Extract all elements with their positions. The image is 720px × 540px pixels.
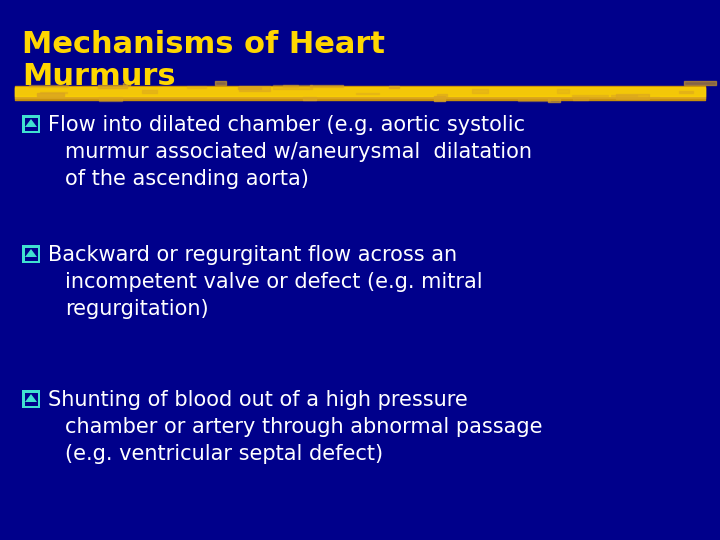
Text: murmur associated w/aneurysmal  dilatation: murmur associated w/aneurysmal dilatatio… <box>65 142 532 162</box>
Bar <box>24 247 37 260</box>
Text: Flow into dilated chamber (e.g. aortic systolic: Flow into dilated chamber (e.g. aortic s… <box>48 115 525 135</box>
Polygon shape <box>25 249 37 257</box>
Text: regurgitation): regurgitation) <box>65 299 209 319</box>
Text: chamber or artery through abnormal passage: chamber or artery through abnormal passa… <box>65 417 542 437</box>
Bar <box>22 390 40 408</box>
Text: of the ascending aorta): of the ascending aorta) <box>65 169 309 189</box>
Text: incompetent valve or defect (e.g. mitral: incompetent valve or defect (e.g. mitral <box>65 272 482 292</box>
Text: Murmurs: Murmurs <box>22 62 176 91</box>
Text: Mechanisms of Heart: Mechanisms of Heart <box>22 30 385 59</box>
Bar <box>24 393 37 406</box>
Bar <box>22 115 40 133</box>
Polygon shape <box>25 394 37 402</box>
Bar <box>22 245 40 263</box>
Polygon shape <box>25 119 37 127</box>
Bar <box>24 118 37 131</box>
Text: Shunting of blood out of a high pressure: Shunting of blood out of a high pressure <box>48 390 468 410</box>
Text: Backward or regurgitant flow across an: Backward or regurgitant flow across an <box>48 245 457 265</box>
Text: (e.g. ventricular septal defect): (e.g. ventricular septal defect) <box>65 444 383 464</box>
